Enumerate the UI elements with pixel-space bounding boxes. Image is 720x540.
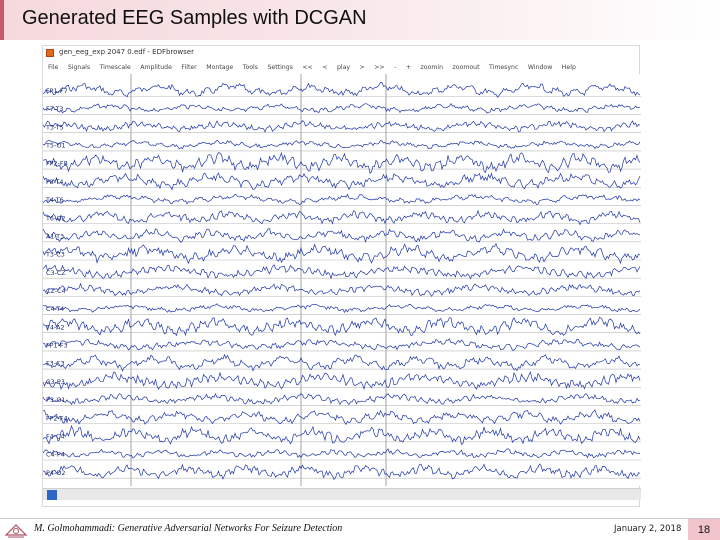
eeg-trace-c3-p3 — [43, 371, 641, 391]
eeg-trace-c3-cz — [43, 264, 641, 280]
eeg-trace-t3-c3 — [43, 242, 641, 265]
eeg-trace-f3-c3 — [43, 353, 641, 372]
menu-item-montage[interactable]: Montage — [206, 63, 234, 71]
eeg-trace-c4-t4 — [43, 303, 641, 314]
channel-label: F4-C4 — [46, 432, 65, 440]
slide-footer: M. Golmohammadi: Generative Adversarial … — [0, 518, 720, 540]
menu-item-amplitude[interactable]: Amplitude — [140, 63, 172, 71]
menu-item-nav-14[interactable]: + — [405, 63, 412, 71]
menu-item-settings[interactable]: Settings — [267, 63, 293, 71]
eeg-trace-t4-a2 — [43, 317, 641, 337]
eeg-trace-fp2-f8 — [43, 151, 641, 174]
channel-label: T4-T6 — [45, 196, 64, 204]
eeg-trace-t3-t5 — [43, 120, 641, 133]
page-number: 18 — [688, 519, 720, 540]
eeg-plot-area[interactable]: FP1-F7 F7-T3 T3-T5 T5-O1 FP2-F8 F8-T4 T4-T6 T6-… — [43, 74, 641, 486]
university-logo-icon — [4, 524, 28, 538]
eeg-trace-p4-o2 — [43, 463, 641, 481]
channel-label: P4-O2 — [46, 469, 66, 477]
channel-label: T4-A2 — [45, 323, 65, 331]
eeg-trace-fp1-f3 — [43, 338, 641, 351]
channel-label: FP1-F3 — [46, 342, 68, 350]
eeg-trace-fp2-f4 — [43, 409, 641, 426]
eeg-trace-a1-t3 — [43, 228, 641, 243]
channel-label: FP2-F8 — [46, 160, 68, 168]
eeg-trace-p3-o1 — [43, 393, 641, 406]
channel-label: F8-T4 — [46, 178, 63, 186]
menu-item-nav-8[interactable]: << — [302, 63, 313, 71]
slide-title: Generated EEG Samples with DCGAN — [22, 7, 367, 29]
eeg-trace-t4-t6 — [43, 193, 641, 205]
channel-label: T3-T5 — [45, 123, 64, 131]
eeg-trace-t6-o2 — [43, 209, 641, 226]
menu-item-tools[interactable]: Tools — [242, 63, 258, 71]
menu-item-nav-12[interactable]: >> — [374, 63, 385, 71]
edfbrowser-icon — [46, 49, 54, 57]
eeg-trace-f7-t3 — [43, 103, 641, 114]
title-banner: Generated EEG Samples with DCGAN — [0, 0, 720, 40]
eeg-trace-f8-t4 — [43, 172, 641, 191]
eeg-trace-t5-o1 — [43, 139, 641, 150]
window-titlebar: gen_eeg_exp 2047 0.edf - EDFbrowser — [43, 46, 639, 60]
eeg-trace-c4-p4 — [43, 448, 641, 459]
channel-label: C4-T4 — [46, 305, 64, 313]
menu-item-zoomout[interactable]: zoomout — [452, 63, 480, 71]
menu-item-timescale[interactable]: Timescale — [99, 63, 131, 71]
eeg-trace-cz-c4 — [43, 282, 641, 297]
channel-label: CZ-C4 — [46, 287, 66, 295]
edfbrowser-window: gen_eeg_exp 2047 0.edf - EDFbrowser File… — [42, 45, 641, 507]
eeg-trace-fp1-f7 — [43, 82, 641, 98]
menu-item-nav-9[interactable]: < — [322, 63, 328, 71]
channel-label: P3-O1 — [46, 396, 66, 404]
channel-label: F7-T3 — [46, 105, 63, 113]
channel-label: C4-P4 — [46, 451, 65, 459]
scrollbar-thumb[interactable] — [47, 490, 57, 500]
channel-label: T3-C3 — [45, 251, 65, 259]
channel-label: C3-CZ — [46, 269, 66, 277]
channel-label: T5-O1 — [45, 142, 66, 150]
menu-item-nav-11[interactable]: > — [359, 63, 365, 71]
menu-item-help[interactable]: Help — [561, 63, 576, 71]
menu-item-file[interactable]: File — [48, 63, 59, 71]
channel-label: A1-T3 — [46, 232, 64, 240]
channel-label: FP1-F7 — [46, 87, 68, 95]
horizontal-scrollbar[interactable] — [43, 488, 641, 500]
footer-author: M. Golmohammadi: Generative Adversarial … — [34, 523, 343, 534]
menu-item-play[interactable]: play — [336, 63, 351, 71]
menu-item-window[interactable]: Window — [527, 63, 553, 71]
window-title: gen_eeg_exp 2047 0.edf - EDFbrowser — [59, 48, 194, 56]
eeg-trace-f4-c4 — [43, 424, 641, 446]
menu-bar: File Signals Timescale Amplitude Filter Monta… — [43, 61, 639, 73]
channel-label: T6-O2 — [45, 214, 66, 222]
footer-date: January 2, 2018 — [614, 524, 682, 534]
channel-label: FP2-F4 — [46, 414, 68, 422]
channel-label: F3-C3 — [46, 360, 65, 368]
eeg-traces: FP1-F7 F7-T3 T3-T5 T5-O1 FP2-F8 F8-T4 T4-T6 T6-… — [43, 74, 641, 486]
menu-item-timesync[interactable]: Timesync — [489, 63, 519, 71]
menu-item-filter[interactable]: Filter — [181, 63, 197, 71]
menu-item-signals[interactable]: Signals — [67, 63, 91, 71]
menu-item-nav-13[interactable]: - — [394, 63, 397, 71]
menu-item-zoomin[interactable]: zoomin — [420, 63, 444, 71]
channel-label: C3-P3 — [46, 378, 65, 386]
